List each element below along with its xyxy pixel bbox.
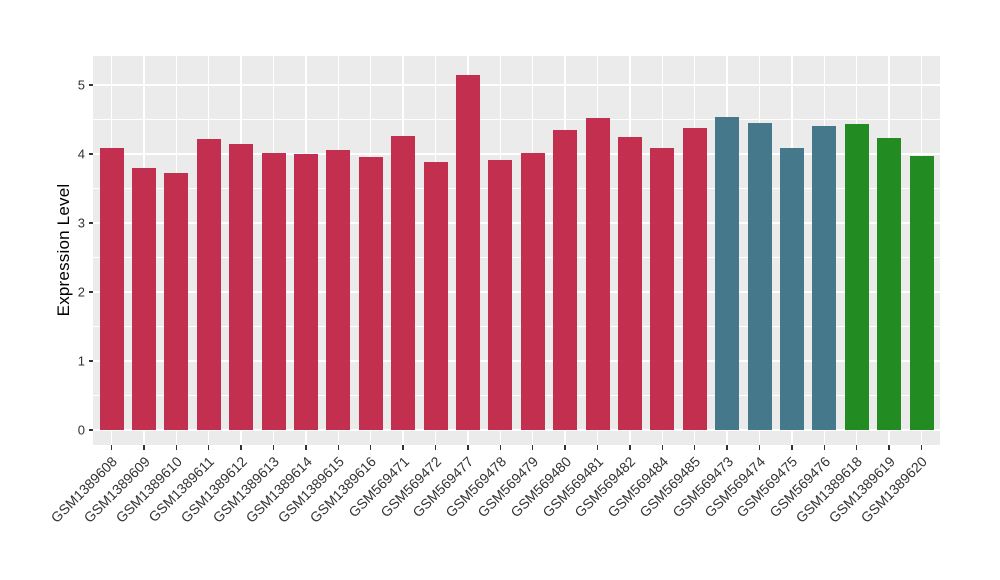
bar-GSM569472 [423, 162, 448, 430]
y-tick-label-3: 3 [77, 215, 85, 231]
x-tick-mark-GSM569472 [434, 445, 437, 450]
x-tick-mark-GSM569480 [564, 445, 566, 450]
bar-GSM1389614 [293, 154, 318, 430]
x-tick-mark-GSM1389613 [272, 445, 275, 450]
major-gridline-y-0 [93, 429, 940, 431]
x-tick-mark-GSM569485 [693, 445, 696, 450]
bar-GSM569481 [585, 118, 610, 430]
bar-GSM1389619 [877, 138, 902, 430]
bar-GSM569471 [391, 136, 416, 430]
x-tick-mark-GSM569481 [596, 445, 599, 450]
y-axis-title: Expression Level [54, 183, 73, 317]
y-tick-mark-1 [89, 360, 93, 362]
major-gridline-y-1 [93, 360, 940, 362]
y-tick-label-5: 5 [77, 77, 85, 93]
bar-GSM569484 [650, 148, 675, 430]
bar-GSM1389611 [196, 138, 221, 430]
bar-GSM1389612 [229, 143, 254, 430]
major-gridline-y-3 [93, 222, 940, 224]
minor-gridline-y-0.5 [93, 395, 940, 396]
bar-GSM1389613 [261, 153, 286, 430]
bar-GSM569482 [617, 136, 642, 430]
y-tick-label-1: 1 [77, 353, 85, 369]
x-tick-mark-GSM569474 [758, 445, 761, 450]
bar-GSM569475 [779, 148, 804, 430]
y-tick-label-4: 4 [77, 146, 85, 162]
y-tick-label-2: 2 [77, 284, 85, 300]
bar-GSM569479 [520, 152, 545, 430]
minor-gridline-y-2.5 [93, 257, 940, 258]
bar-GSM1389609 [131, 168, 156, 430]
minor-gridline-y-3.5 [93, 188, 940, 189]
plot-panel [93, 56, 940, 445]
x-tick-mark-GSM569471 [402, 445, 404, 450]
bar-GSM569476 [812, 126, 837, 430]
major-gridline-y-5 [93, 84, 940, 86]
x-tick-mark-GSM569477 [467, 445, 469, 450]
x-tick-mark-GSM1389619 [888, 445, 890, 450]
x-tick-mark-GSM569475 [791, 445, 793, 450]
x-tick-mark-GSM1389612 [240, 445, 242, 450]
bar-GSM569480 [553, 129, 578, 430]
minor-gridline-y-4.5 [93, 119, 940, 120]
bar-GSM1389610 [164, 173, 189, 430]
x-tick-mark-GSM1389609 [143, 445, 145, 450]
bar-GSM1389615 [326, 149, 351, 430]
x-tick-mark-GSM1389615 [337, 445, 340, 450]
bar-GSM1389608 [99, 147, 124, 430]
x-tick-mark-GSM569484 [661, 445, 664, 450]
x-tick-mark-GSM569478 [499, 445, 502, 450]
x-tick-mark-GSM1389608 [110, 445, 113, 450]
minor-gridline-y-1.5 [93, 326, 940, 327]
y-tick-mark-0 [89, 429, 93, 431]
x-tick-mark-GSM569473 [726, 445, 728, 450]
bar-GSM569485 [682, 128, 707, 430]
x-tick-mark-GSM1389616 [369, 445, 372, 450]
y-tick-mark-4 [89, 153, 93, 155]
bar-GSM569477 [455, 74, 480, 430]
major-gridline-y-2 [93, 291, 940, 293]
x-tick-mark-GSM1389618 [855, 445, 858, 450]
bar-GSM569473 [715, 116, 740, 430]
x-tick-mark-GSM569479 [531, 445, 534, 450]
x-tick-mark-GSM1389620 [920, 445, 923, 450]
bar-GSM1389618 [844, 124, 869, 430]
y-tick-mark-5 [89, 84, 93, 86]
y-tick-label-0: 0 [77, 422, 85, 438]
x-tick-mark-GSM569482 [629, 445, 631, 450]
major-gridline-y-4 [93, 153, 940, 155]
x-tick-mark-GSM1389614 [305, 445, 307, 450]
bar-GSM1389616 [358, 157, 383, 430]
x-tick-mark-GSM569476 [823, 445, 826, 450]
x-tick-mark-GSM1389610 [175, 445, 178, 450]
y-tick-mark-2 [89, 291, 93, 293]
bar-GSM1389620 [909, 156, 934, 430]
x-tick-mark-GSM1389611 [207, 445, 210, 450]
bar-GSM569478 [488, 160, 513, 430]
bar-GSM569474 [747, 122, 772, 430]
y-tick-mark-3 [89, 222, 93, 224]
